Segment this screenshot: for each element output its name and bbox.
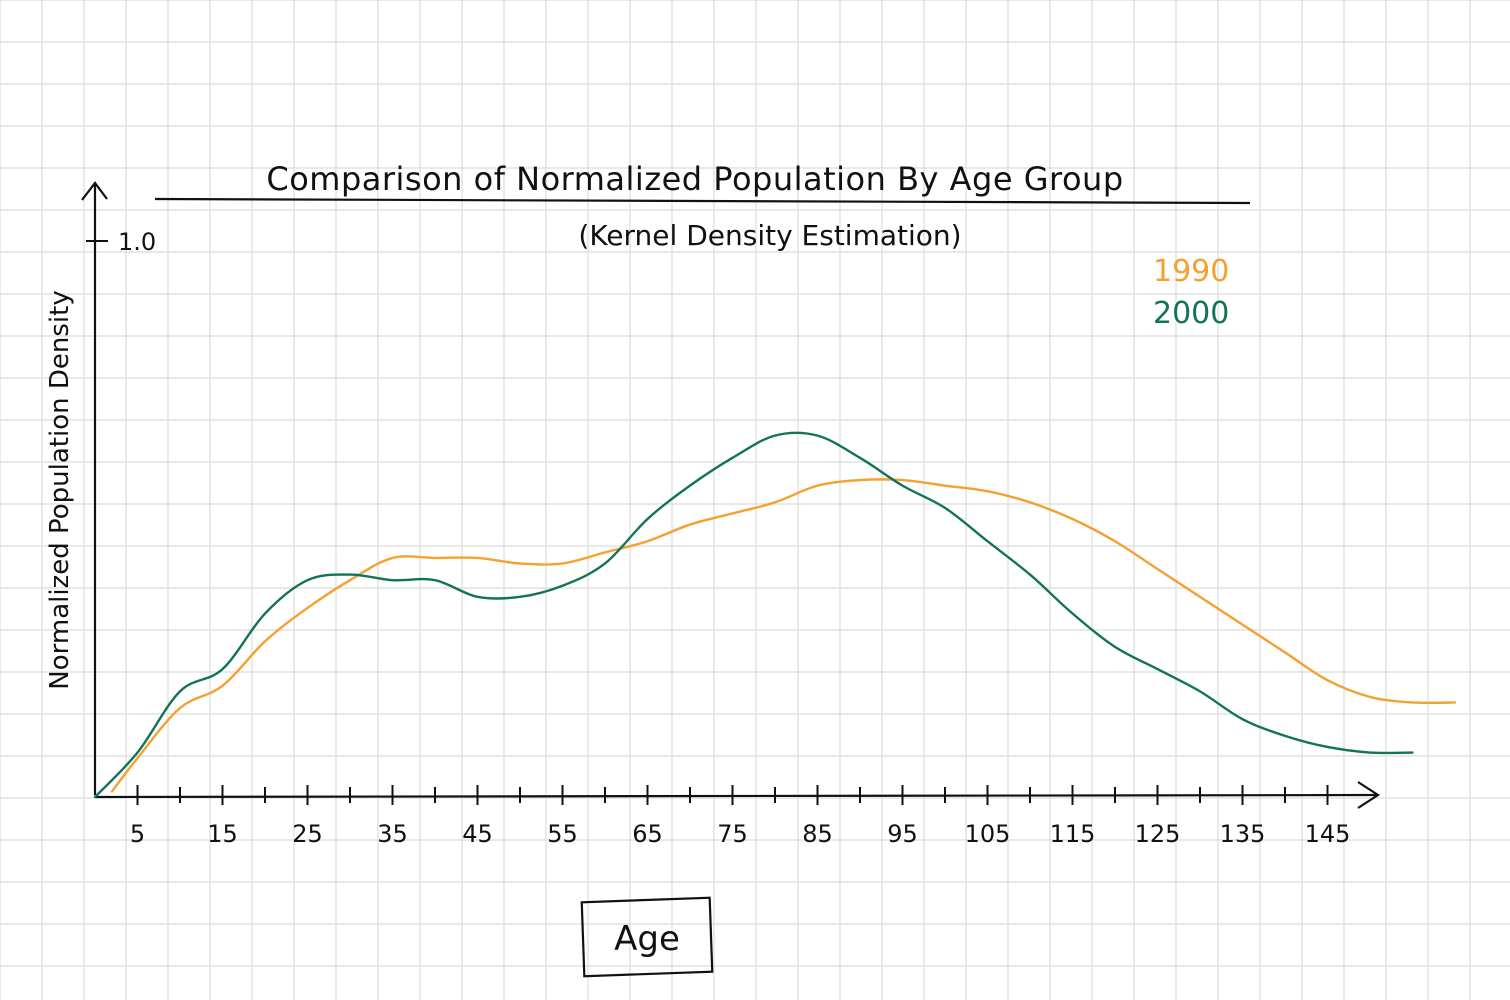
series-line-1990 xyxy=(110,478,1457,793)
x-axis xyxy=(94,793,1379,799)
legend-1990: 1990 xyxy=(1153,254,1229,289)
x-axis-label: Age xyxy=(614,919,680,959)
y-axis-label: Normalized Population Density xyxy=(45,290,75,689)
x-tick-label: 115 xyxy=(1050,820,1096,848)
x-tick-label: 25 xyxy=(292,820,323,848)
x-tick-label: 105 xyxy=(965,820,1011,848)
x-tick-label: 135 xyxy=(1220,820,1266,848)
x-tick-label: 35 xyxy=(377,820,408,848)
x-tick-label: 145 xyxy=(1305,820,1351,848)
series-layer xyxy=(93,431,1457,799)
x-tick-label: 45 xyxy=(462,820,493,848)
legend-2000: 2000 xyxy=(1153,296,1229,331)
chart-subtitle: (Kernel Density Estimation) xyxy=(578,219,961,252)
x-tick-label: 85 xyxy=(802,820,833,848)
x-tick-label: 75 xyxy=(717,820,748,848)
x-axis-arrow xyxy=(1357,781,1381,809)
chart-title: Comparison of Normalized Population By A… xyxy=(266,160,1123,198)
x-ticks: 5 15 25 35 45 55 65 75 85 95 105 115 125 135 145 xyxy=(130,785,1351,848)
y-tick-label: 1.0 xyxy=(118,228,156,256)
x-axis-label-box xyxy=(580,896,714,978)
x-tick-label: 125 xyxy=(1135,820,1181,848)
x-tick-label: 65 xyxy=(632,820,663,848)
series-line-2000 xyxy=(93,431,1414,799)
title-underline xyxy=(154,197,1251,205)
x-tick-label: 95 xyxy=(887,820,918,848)
y-axis-arrow xyxy=(81,181,108,201)
x-tick-label: 5 xyxy=(130,820,145,848)
x-tick-label: 55 xyxy=(547,820,578,848)
x-tick-label: 15 xyxy=(207,820,238,848)
